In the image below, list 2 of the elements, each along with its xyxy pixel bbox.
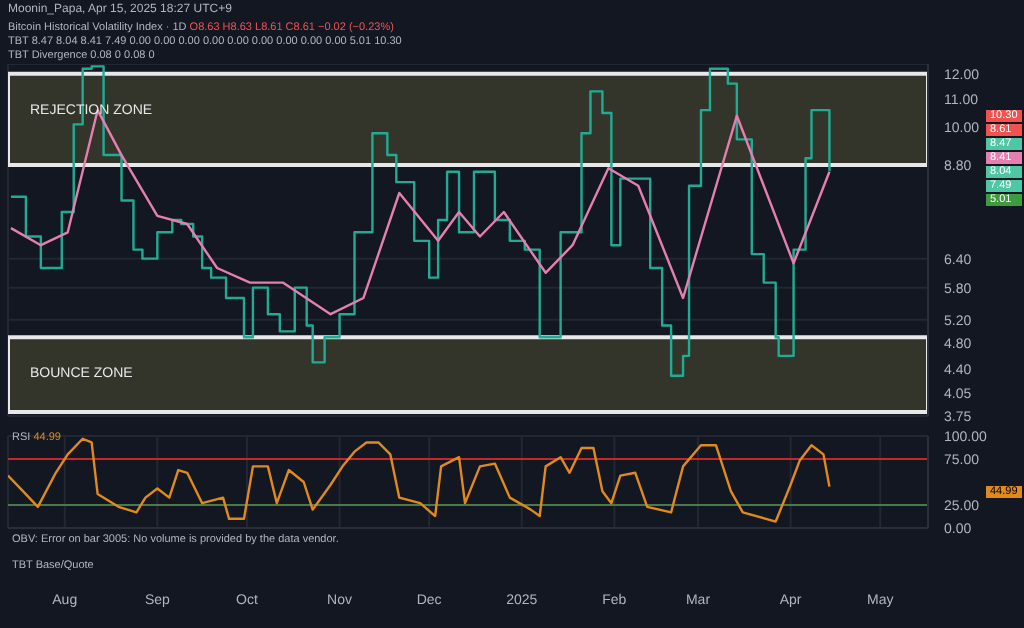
line-series — [8, 437, 831, 523]
line-series — [9, 108, 831, 316]
